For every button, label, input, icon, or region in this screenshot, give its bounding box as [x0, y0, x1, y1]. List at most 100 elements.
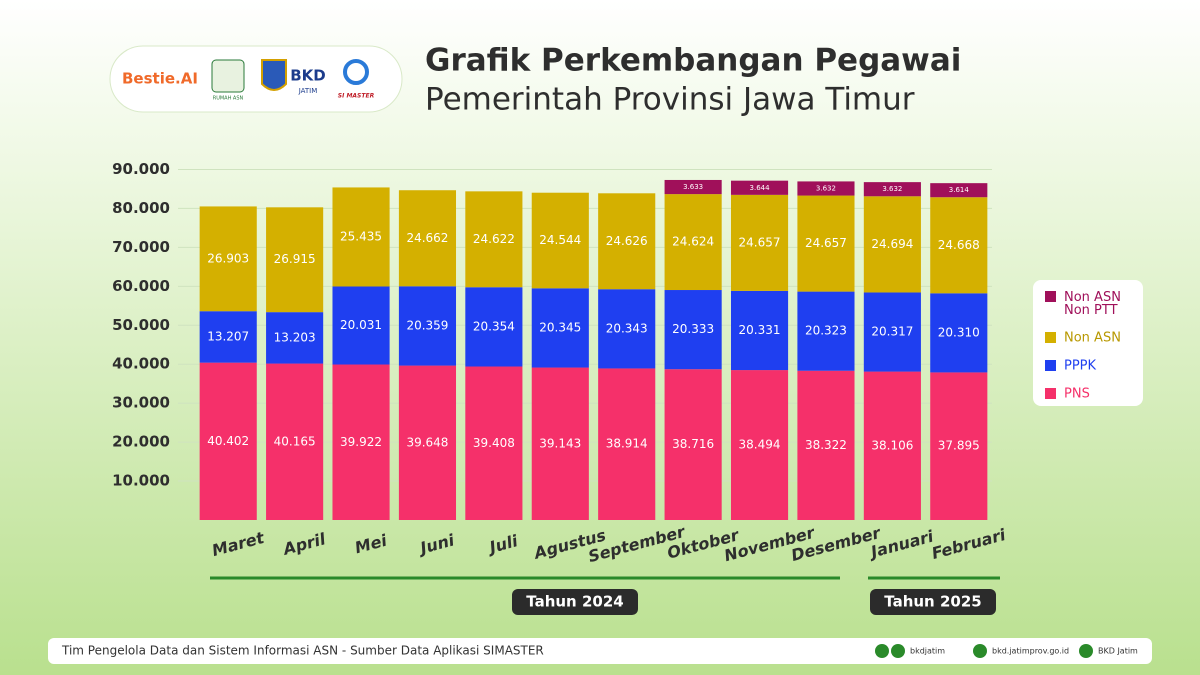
- bar-segment: [664, 369, 722, 520]
- value-label: 24.622: [473, 232, 515, 246]
- logo-icon: [211, 59, 245, 93]
- footer-social: bkdjatim: [910, 647, 945, 656]
- bar-segment: [730, 194, 789, 291]
- bar-segment: [664, 194, 722, 291]
- legend-label: Non ASN Non PTT: [1064, 290, 1121, 318]
- bar-segment: [863, 196, 921, 293]
- bar-segment: [332, 187, 390, 287]
- bar-segment: [332, 286, 390, 365]
- icon-instagram: [875, 644, 889, 658]
- value-label: 24.626: [606, 234, 648, 248]
- value-label: 24.544: [539, 233, 581, 247]
- year-pill: [512, 589, 638, 615]
- value-label: 24.624: [672, 235, 714, 249]
- legend-label: PNS: [1064, 387, 1090, 402]
- bar-segment: [863, 182, 921, 197]
- icon-x: [891, 644, 905, 658]
- legend-swatch: [1045, 291, 1056, 302]
- y-tick-label: 40.000: [112, 355, 170, 373]
- value-label: 20.345: [539, 320, 581, 334]
- value-label: 3.644: [750, 184, 771, 192]
- y-tick-label: 20.000: [112, 433, 170, 451]
- value-label: 38.494: [739, 438, 781, 452]
- logo-simaster: SI MASTER: [338, 93, 375, 100]
- value-label: 13.203: [274, 330, 316, 344]
- bar-segment: [730, 180, 789, 195]
- y-tick-label: 30.000: [112, 394, 170, 412]
- value-label: 38.106: [871, 438, 913, 452]
- y-tick-label: 10.000: [112, 472, 170, 490]
- bar-segment: [730, 290, 789, 371]
- value-label: 38.716: [672, 437, 714, 451]
- value-label: 20.317: [871, 325, 913, 339]
- value-label: 20.354: [473, 319, 515, 333]
- value-label: 24.657: [739, 235, 781, 249]
- year-pill: [870, 589, 996, 615]
- chart-title: Grafik Perkembangan Pegawai: [425, 43, 961, 79]
- y-tick-label: 80.000: [112, 199, 170, 217]
- legend-label: PPPK: [1064, 359, 1097, 374]
- bar-segment: [266, 312, 324, 364]
- bar-segment: [199, 206, 257, 312]
- bar-segment: [398, 286, 457, 366]
- bar-segment: [465, 191, 523, 288]
- value-label: 20.310: [938, 325, 980, 339]
- bar-segment: [797, 291, 855, 371]
- bar-segment: [797, 181, 855, 196]
- bar-segment: [930, 197, 988, 294]
- bar-segment: [465, 287, 523, 367]
- bar-segment: [797, 195, 855, 292]
- bar-segment: [266, 207, 324, 313]
- value-label: 38.914: [606, 437, 648, 451]
- year-label: Tahun 2025: [884, 593, 981, 611]
- bar-segment: [930, 372, 988, 520]
- value-label: 37.895: [938, 439, 980, 453]
- footer-website: bkd.jatimprov.go.id: [992, 647, 1069, 656]
- value-label: 26.915: [274, 252, 316, 266]
- legend-swatch: [1045, 332, 1056, 343]
- bar-segment: [930, 293, 988, 373]
- y-tick-label: 50.000: [112, 316, 170, 334]
- footer-bar: [48, 638, 1152, 664]
- value-label: 39.648: [406, 435, 448, 449]
- logo-rumah-asn: RUMAH ASN: [213, 96, 244, 102]
- bar-segment: [398, 190, 457, 287]
- bar-segment: [598, 368, 656, 520]
- chart-subtitle: Pemerintah Provinsi Jawa Timur: [425, 82, 915, 118]
- bar-segment: [531, 288, 589, 368]
- bar-segment: [598, 193, 656, 290]
- value-label: 20.331: [739, 323, 781, 337]
- value-label: 3.633: [683, 183, 703, 191]
- bar-segment: [797, 370, 855, 520]
- value-label: 3.614: [949, 186, 970, 194]
- legend-swatch: [1045, 360, 1056, 371]
- bar-segment: [863, 371, 921, 520]
- value-label: 26.903: [207, 251, 249, 265]
- legend-label-line: Non PTT: [1064, 303, 1118, 318]
- bar-segment: [398, 365, 457, 520]
- bar-segment: [598, 289, 656, 369]
- value-label: 40.402: [207, 434, 249, 448]
- value-label: 24.657: [805, 236, 847, 250]
- logo-simaster-icon: [343, 59, 369, 85]
- y-tick-label: 90.000: [112, 160, 170, 178]
- value-label: 3.632: [816, 184, 836, 192]
- value-label: 20.323: [805, 324, 847, 338]
- value-label: 24.694: [871, 237, 913, 251]
- year-label: Tahun 2024: [526, 593, 623, 611]
- value-label: 20.031: [340, 318, 382, 332]
- logo-jatim: JATIM: [298, 87, 318, 95]
- bar-segment: [730, 370, 789, 520]
- legend-label: Non ASN: [1064, 331, 1121, 346]
- legend-label-line: Non ASN: [1064, 290, 1121, 305]
- value-label: 39.922: [340, 435, 382, 449]
- y-tick-label: 70.000: [112, 238, 170, 256]
- plot: 10.000 20.000 30.000 40.000 50.000 60.000 70.0…: [112, 160, 1008, 566]
- value-label: 24.668: [938, 238, 980, 252]
- logo-pill: [109, 45, 403, 113]
- value-label: 13.207: [207, 329, 249, 343]
- value-label: 39.143: [539, 436, 581, 450]
- icon-web: [973, 644, 987, 658]
